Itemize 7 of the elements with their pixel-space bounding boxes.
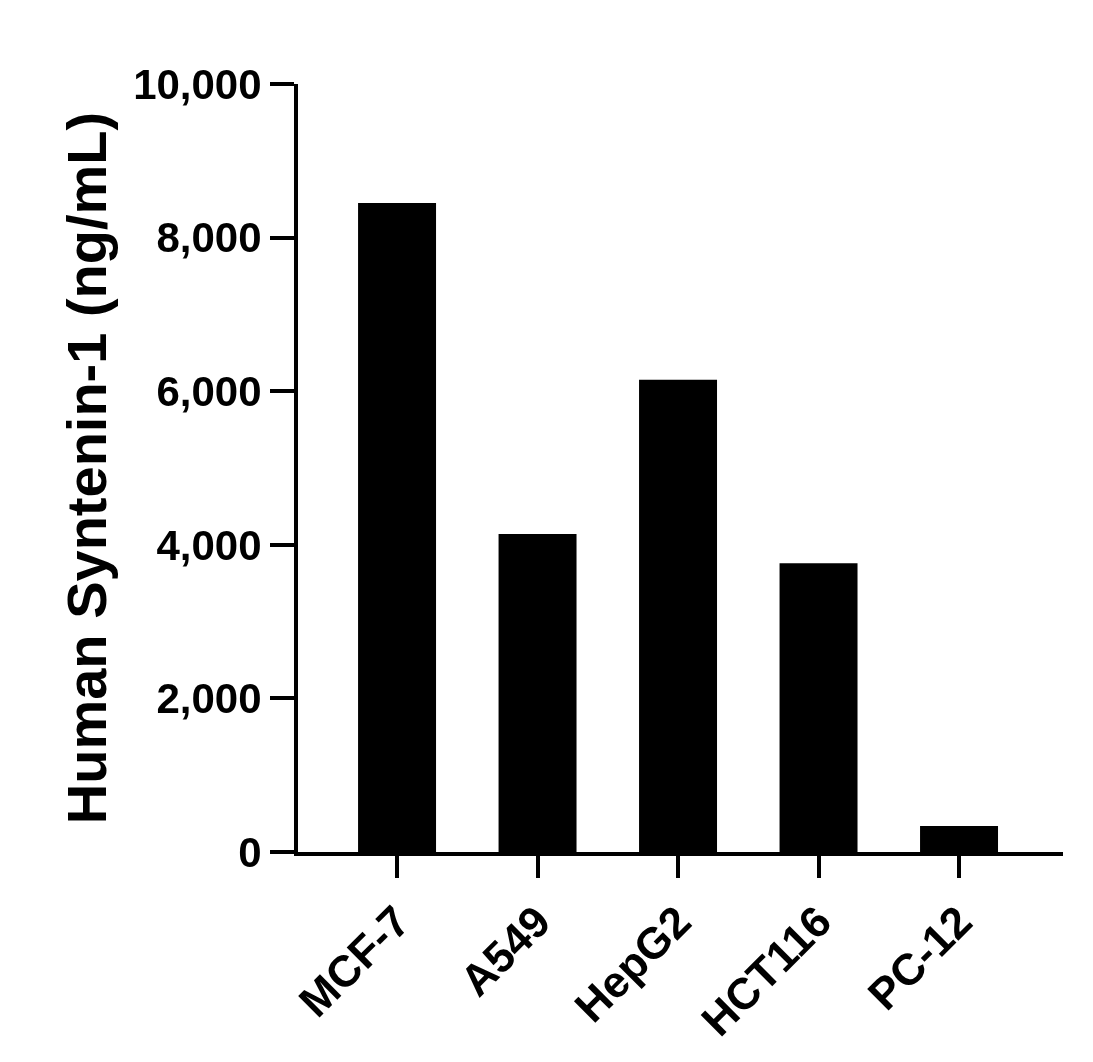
y-tick-label: 10,000 bbox=[133, 60, 262, 108]
y-tick-label: 4,000 bbox=[156, 521, 262, 569]
y-tick-label: 0 bbox=[238, 828, 262, 876]
y-tick-label: 8,000 bbox=[156, 214, 262, 262]
y-axis-title: Human Syntenin-1 (ng/mL) bbox=[54, 111, 118, 825]
y-tick-label: 6,000 bbox=[156, 367, 262, 415]
y-tick-label: 2,000 bbox=[156, 675, 262, 723]
